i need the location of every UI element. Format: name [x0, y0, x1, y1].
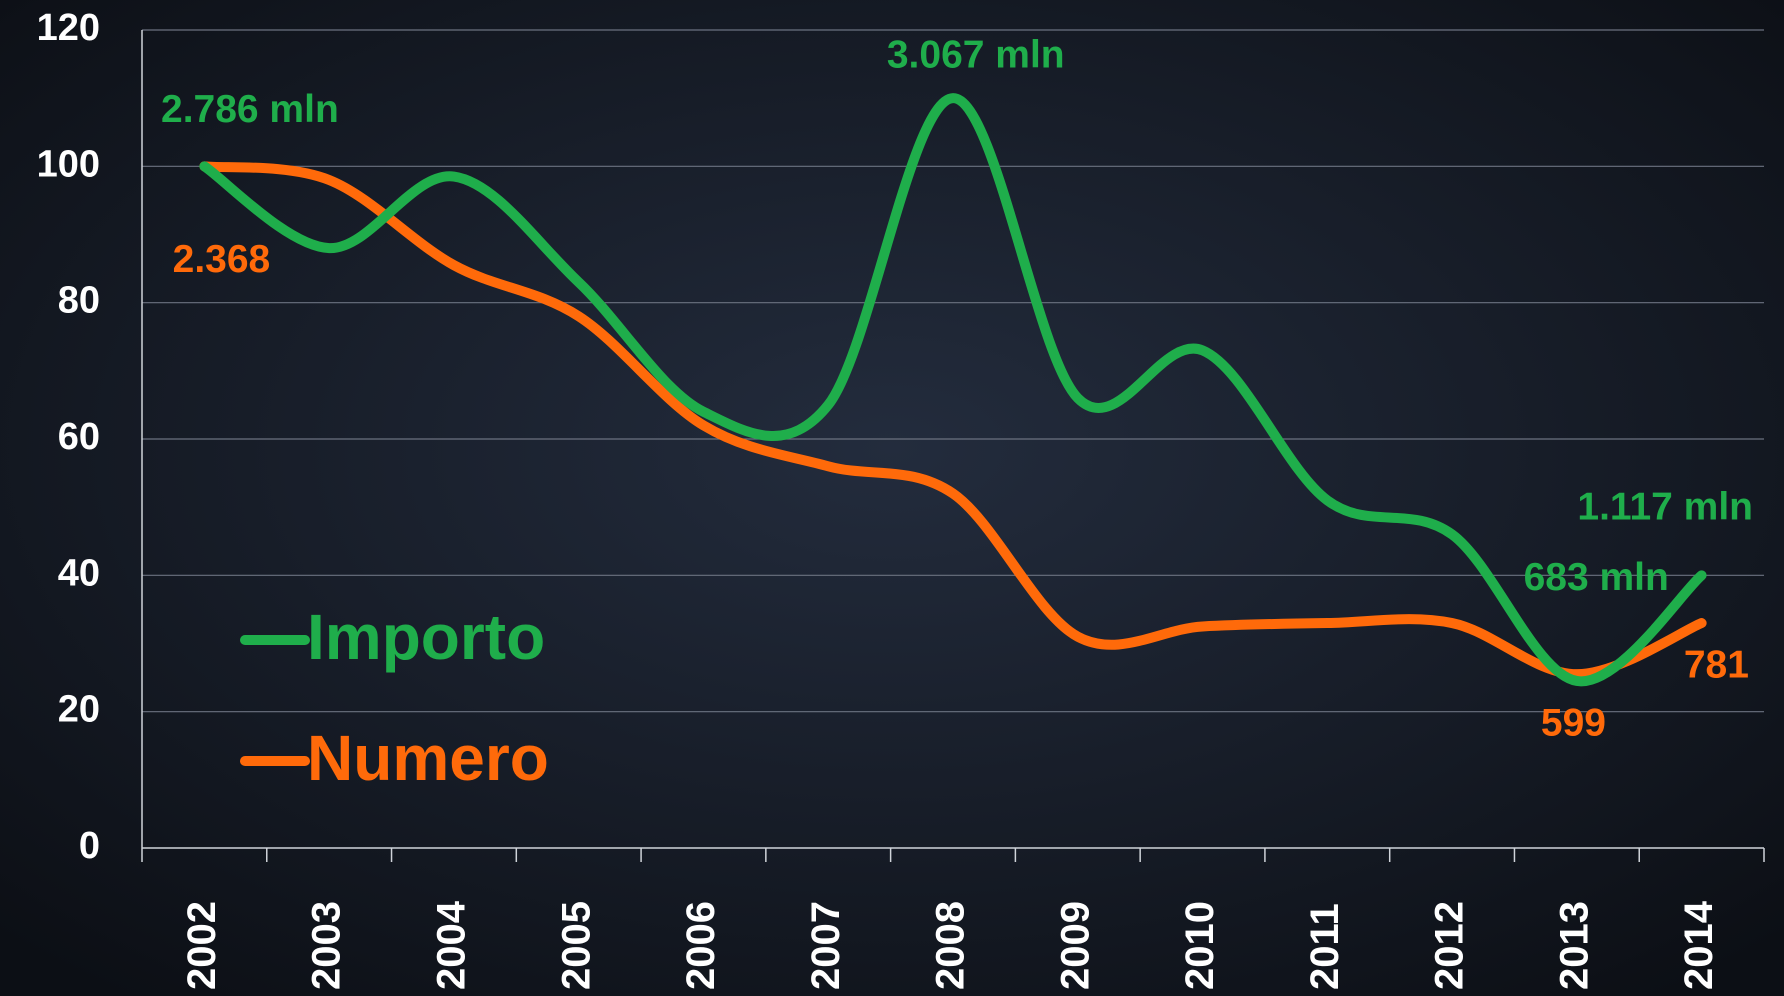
series-line	[199, 161, 1707, 680]
x-tick-label: 2008	[929, 901, 973, 990]
x-tick-label: 2012	[1428, 901, 1472, 990]
x-tick-label: 2005	[554, 901, 598, 990]
point-label: 1.117 mln	[1577, 486, 1753, 529]
x-tick-label: 2009	[1053, 901, 1097, 990]
y-tick-label: 120	[37, 7, 100, 49]
x-tick-label: 2002	[180, 901, 224, 990]
point-label: 599	[1541, 702, 1606, 745]
x-tick-label: 2010	[1178, 901, 1222, 990]
y-tick-label: 60	[58, 416, 100, 458]
y-tick-label: 0	[79, 825, 100, 867]
y-tick-label: 20	[58, 689, 100, 731]
x-tick-label: 2014	[1677, 900, 1721, 990]
legend-label: Numero	[307, 722, 549, 794]
y-tick-label: 100	[37, 143, 100, 185]
legend-label: Importo	[307, 601, 545, 673]
point-label: 781	[1684, 644, 1749, 687]
x-tick-label: 2006	[679, 901, 723, 990]
x-tick-label: 2011	[1303, 903, 1347, 990]
series-line	[199, 93, 1707, 687]
point-label: 3.067 mln	[887, 34, 1065, 77]
y-tick-label: 80	[58, 280, 100, 322]
plot-area: 0 20 40 60 80 100 120 2002 2003 2004 2005 2006 2007 2…	[37, 7, 1765, 990]
x-tick-label: 2003	[305, 901, 349, 990]
x-tick-label: 2007	[804, 901, 848, 990]
x-tick-label: 2013	[1552, 901, 1596, 990]
y-tick-label: 40	[58, 552, 100, 594]
x-tick-label: 2004	[429, 900, 473, 990]
point-label: 2.368	[173, 238, 271, 281]
point-label: 2.786 mln	[161, 88, 339, 131]
point-label: 683 mln	[1524, 556, 1669, 599]
